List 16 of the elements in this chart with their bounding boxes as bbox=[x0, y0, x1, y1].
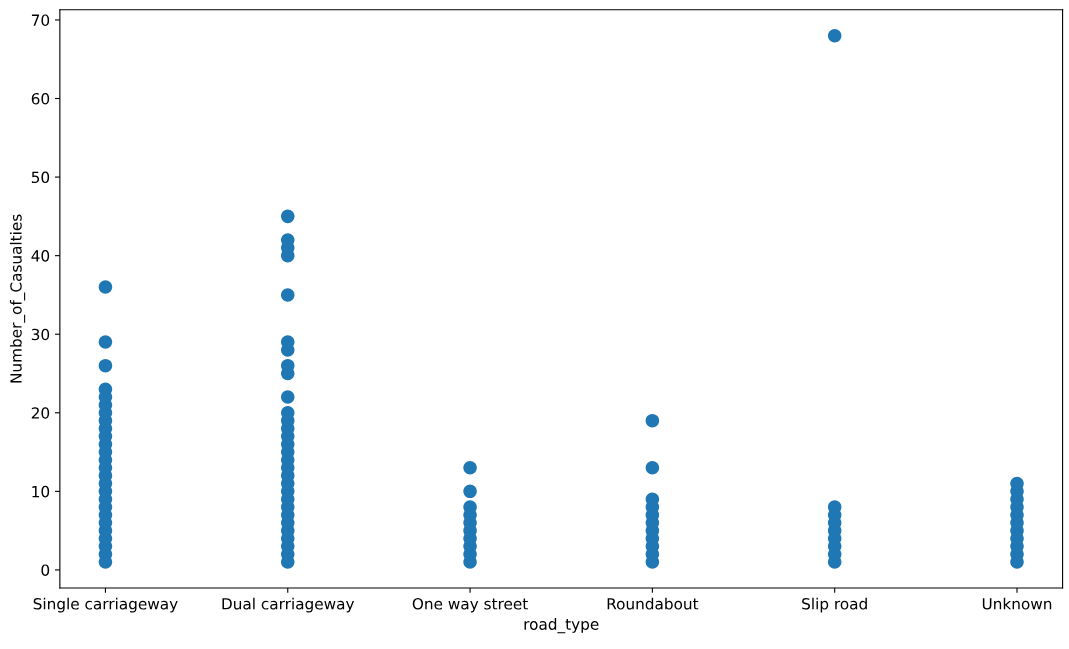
y-tick-label: 30 bbox=[31, 328, 50, 341]
y-tick-label: 20 bbox=[31, 407, 50, 419]
x-tick-label: Dual carriageway bbox=[222, 597, 355, 613]
x-tick-label: One way street bbox=[412, 597, 528, 613]
y-tick-label: 60 bbox=[31, 92, 50, 105]
x-tick-label: Slip road bbox=[802, 597, 867, 613]
x-axis-title: road_type bbox=[524, 618, 599, 634]
y-axis-title: Number_of_Casualties bbox=[9, 214, 26, 383]
x-tick-label: Single carriageway bbox=[33, 597, 178, 613]
x-tick-label: Roundabout bbox=[607, 597, 699, 610]
y-tick-label: 70 bbox=[31, 14, 50, 26]
y-tick-label: 0 bbox=[41, 564, 50, 576]
y-tick-label: 50 bbox=[31, 171, 50, 184]
y-tick-label: 40 bbox=[31, 250, 50, 262]
x-tick-label: Unknown bbox=[982, 597, 1052, 610]
y-tick-label: 10 bbox=[32, 485, 50, 498]
